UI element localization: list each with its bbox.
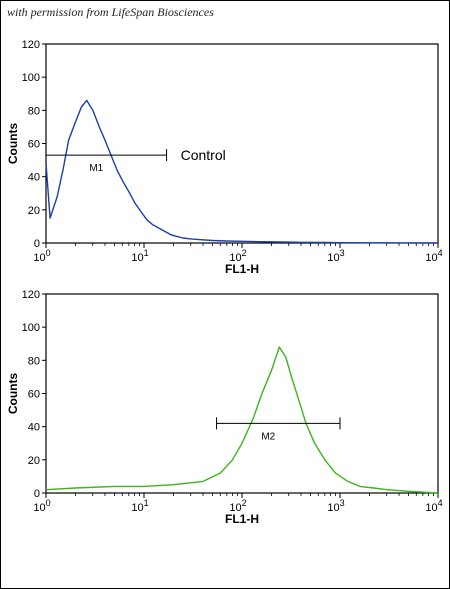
x-tick-label: 100 — [33, 248, 50, 264]
marker-label: M2 — [261, 431, 275, 442]
x-axis-label: FL1-H — [225, 262, 259, 276]
x-tick-label: 102 — [229, 498, 246, 514]
control-annotation: Control — [181, 147, 226, 163]
y-axis-label: Counts — [6, 123, 20, 165]
plot-area — [45, 43, 439, 244]
y-tick-label: 80 — [28, 355, 40, 367]
x-tick-label: 103 — [327, 248, 344, 264]
y-tick-label: 100 — [22, 322, 40, 334]
y-tick-label: 60 — [28, 389, 40, 401]
series-line — [45, 346, 439, 494]
y-tick-label: 80 — [28, 105, 40, 117]
y-tick-label: 40 — [28, 172, 40, 184]
x-tick-label: 103 — [327, 498, 344, 514]
y-tick-label: 120 — [22, 39, 40, 51]
y-tick-label: 60 — [28, 139, 40, 151]
marker-label: M1 — [89, 163, 103, 174]
x-tick-label: 104 — [425, 248, 442, 264]
series-line — [45, 99, 439, 244]
x-tick-label: 101 — [131, 248, 148, 264]
credit-caption: with permission from LifeSpan Bioscience… — [7, 5, 214, 19]
y-tick-label: 100 — [22, 72, 40, 84]
y-tick-label: 20 — [28, 455, 40, 467]
y-tick-label: 0 — [34, 488, 40, 500]
x-axis-label: FL1-H — [225, 512, 259, 526]
x-tick-label: 104 — [425, 498, 442, 514]
plot-area — [45, 293, 439, 494]
y-tick-label: 20 — [28, 205, 40, 217]
x-tick-label: 101 — [131, 498, 148, 514]
y-tick-label: 0 — [34, 238, 40, 250]
x-tick-label: 100 — [33, 498, 50, 514]
x-tick-label: 102 — [229, 248, 246, 264]
y-axis-label: Counts — [6, 373, 20, 415]
y-tick-label: 120 — [22, 289, 40, 301]
y-tick-label: 40 — [28, 422, 40, 434]
histogram-sample: 0 20 40 60 80 100 120 100 101 102 103 104 FL1-H Count… — [6, 289, 443, 526]
histogram-control: 0 20 40 60 80 100 120 100 101 102 103 104 FL1-H Count… — [6, 39, 443, 276]
